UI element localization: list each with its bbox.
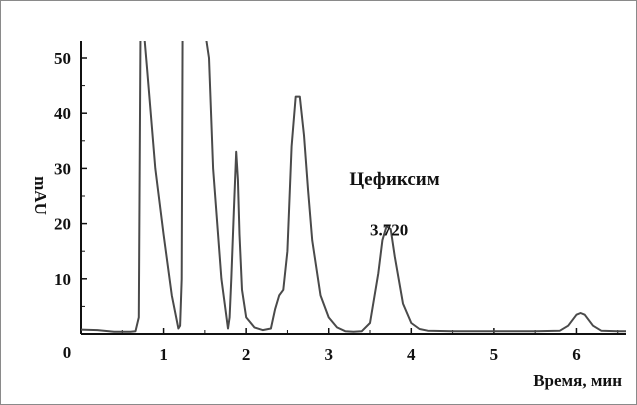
y-tick-label: 50 bbox=[54, 49, 71, 68]
origin-label: 0 bbox=[63, 343, 72, 362]
labels: 10 20 30 40 50 1 2 3 4 5 6 0 Время, мин mAU Цефиксим 3.… bbox=[31, 49, 622, 390]
y-axis-title: mAU bbox=[31, 176, 50, 215]
chromatogram-trace bbox=[81, 41, 626, 333]
peak-annotation: 3.720 bbox=[370, 221, 408, 240]
y-tick-label: 20 bbox=[54, 215, 71, 234]
x-tick-label: 2 bbox=[242, 345, 251, 364]
y-tick-label: 10 bbox=[54, 270, 71, 289]
y-tick-label: 40 bbox=[54, 104, 71, 123]
x-tick-label: 1 bbox=[159, 345, 168, 364]
x-tick-label: 5 bbox=[490, 345, 499, 364]
x-tick-label: 3 bbox=[324, 345, 333, 364]
x-tick-label: 4 bbox=[407, 345, 416, 364]
x-tick-label: 6 bbox=[572, 345, 581, 364]
peak-annotation: Цефиксим bbox=[349, 169, 439, 190]
y-tick-label: 30 bbox=[54, 159, 71, 178]
plot-area bbox=[81, 41, 626, 333]
x-axis-title: Время, мин bbox=[533, 371, 622, 390]
